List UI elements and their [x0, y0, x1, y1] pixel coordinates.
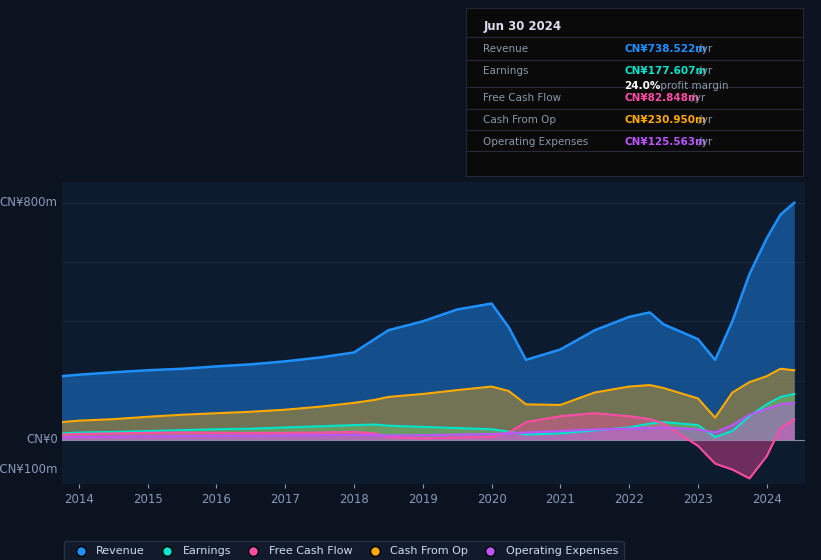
Text: CN¥177.607m: CN¥177.607m: [625, 67, 707, 76]
Text: profit margin: profit margin: [657, 81, 728, 91]
Text: Cash From Op: Cash From Op: [483, 115, 556, 125]
Text: 24.0%: 24.0%: [625, 81, 661, 91]
Text: Earnings: Earnings: [483, 67, 529, 76]
Text: CN¥125.563m: CN¥125.563m: [625, 137, 707, 147]
Text: /yr: /yr: [689, 94, 706, 103]
Text: CN¥738.522m: CN¥738.522m: [625, 44, 707, 54]
Text: /yr: /yr: [695, 115, 712, 125]
Text: CN¥82.848m: CN¥82.848m: [625, 94, 699, 103]
Text: Revenue: Revenue: [483, 44, 528, 54]
Text: CN¥0: CN¥0: [26, 433, 57, 446]
Text: -CN¥100m: -CN¥100m: [0, 463, 57, 476]
Text: CN¥230.950m: CN¥230.950m: [625, 115, 706, 125]
Legend: Revenue, Earnings, Free Cash Flow, Cash From Op, Operating Expenses: Revenue, Earnings, Free Cash Flow, Cash …: [64, 541, 624, 560]
Text: Jun 30 2024: Jun 30 2024: [483, 20, 562, 33]
Text: /yr: /yr: [695, 137, 712, 147]
Text: Operating Expenses: Operating Expenses: [483, 137, 589, 147]
Text: Free Cash Flow: Free Cash Flow: [483, 94, 562, 103]
Text: /yr: /yr: [695, 67, 712, 76]
Text: /yr: /yr: [695, 44, 712, 54]
Text: CN¥800m: CN¥800m: [0, 196, 57, 209]
